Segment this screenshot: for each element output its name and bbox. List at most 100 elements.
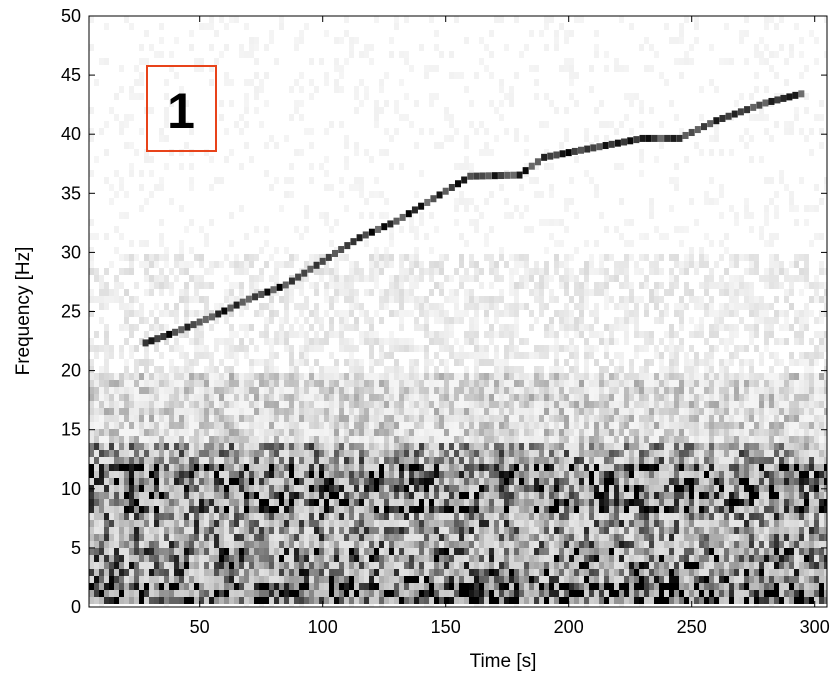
spectrogram-cell bbox=[259, 394, 264, 401]
spectrogram-cell bbox=[454, 492, 459, 499]
spectrogram-cell bbox=[819, 457, 824, 464]
spectrogram-cell bbox=[489, 429, 494, 436]
spectrogram-cell bbox=[174, 275, 179, 282]
spectrogram-cell bbox=[449, 485, 454, 492]
spectrogram-cell bbox=[464, 408, 469, 415]
spectrogram-cell bbox=[329, 268, 334, 275]
spectrogram-cell bbox=[324, 79, 329, 86]
spectrogram-cell bbox=[744, 296, 749, 303]
spectrogram-cell bbox=[434, 331, 439, 338]
spectrogram-cell bbox=[184, 387, 189, 394]
spectrogram-cell bbox=[339, 450, 344, 457]
spectrogram-cell bbox=[614, 261, 619, 268]
spectrogram-cell bbox=[314, 408, 319, 415]
spectrogram-cell bbox=[499, 492, 504, 499]
spectrogram-cell bbox=[144, 429, 149, 436]
spectrogram-cell bbox=[289, 352, 294, 359]
spectrogram-cell bbox=[614, 464, 619, 471]
spectrogram-cell bbox=[289, 450, 294, 457]
spectrogram-cell bbox=[289, 499, 294, 506]
spectrogram-cell bbox=[724, 436, 729, 443]
spectrogram-cell bbox=[144, 156, 149, 163]
spectrogram-cell bbox=[199, 261, 204, 268]
spectrogram-cell bbox=[404, 464, 409, 471]
spectrogram-cell bbox=[634, 380, 639, 387]
spectrogram-cell bbox=[229, 450, 234, 457]
spectrogram-cell bbox=[679, 429, 684, 436]
spectrogram-cell bbox=[459, 443, 464, 450]
spectrogram-cell bbox=[719, 359, 724, 366]
spectrogram-cell bbox=[739, 450, 744, 457]
spectrogram-cell bbox=[689, 429, 694, 436]
spectrogram-cell bbox=[144, 373, 149, 380]
spectrogram-cell bbox=[149, 44, 154, 51]
spectrogram-cell bbox=[614, 303, 619, 310]
spectrogram-cell bbox=[319, 499, 324, 506]
spectrogram-cell bbox=[299, 324, 304, 331]
spectrogram-cell bbox=[689, 394, 694, 401]
spectrogram-cell bbox=[354, 471, 359, 478]
spectrogram-cell bbox=[654, 345, 659, 352]
spectrogram-cell bbox=[314, 310, 319, 317]
spectrogram-cell bbox=[469, 387, 474, 394]
spectrogram-cell bbox=[164, 79, 169, 86]
spectrogram-cell bbox=[439, 380, 444, 387]
spectrogram-cell bbox=[539, 275, 544, 282]
spectrogram-cell bbox=[449, 429, 454, 436]
spectrogram-cell bbox=[389, 240, 394, 247]
spectrogram-cell bbox=[694, 471, 699, 478]
spectrogram-cell bbox=[124, 429, 129, 436]
spectrogram-cell bbox=[779, 464, 784, 471]
spectrogram-cell bbox=[664, 310, 669, 317]
spectrogram-cell bbox=[604, 254, 609, 261]
spectrogram-cell bbox=[229, 282, 234, 289]
spectrogram-cell bbox=[754, 254, 759, 261]
spectrogram-cell bbox=[189, 415, 194, 422]
spectrogram-cell bbox=[569, 324, 574, 331]
spectrogram-cell bbox=[264, 408, 269, 415]
spectrogram-cell bbox=[604, 352, 609, 359]
spectrogram-cell bbox=[249, 359, 254, 366]
spectrogram-cell bbox=[799, 268, 804, 275]
spectrogram-cell bbox=[474, 471, 479, 478]
spectrogram-cell bbox=[249, 51, 254, 58]
spectrogram-cell bbox=[814, 464, 819, 471]
spectrogram-cell bbox=[724, 233, 729, 240]
spectrogram-cell bbox=[379, 289, 384, 296]
spectrogram-cell bbox=[659, 443, 664, 450]
spectrogram-cell bbox=[494, 16, 499, 23]
spectrogram-cell bbox=[399, 79, 404, 86]
spectrogram-cell bbox=[179, 366, 184, 373]
spectrogram-cell bbox=[239, 436, 244, 443]
spectrogram-cell bbox=[599, 457, 604, 464]
spectrogram-cell bbox=[669, 275, 674, 282]
spectrogram-cell bbox=[704, 457, 709, 464]
spectrogram-cell bbox=[694, 16, 699, 23]
spectrogram-cell bbox=[324, 387, 329, 394]
spectrogram-cell bbox=[459, 478, 464, 485]
spectrogram-cell bbox=[719, 240, 724, 247]
spectrogram-cell bbox=[269, 471, 274, 478]
spectrogram-cell bbox=[189, 443, 194, 450]
spectrogram-cell bbox=[809, 415, 814, 422]
spectrogram-cell bbox=[734, 464, 739, 471]
spectrogram-cell bbox=[659, 415, 664, 422]
spectrogram-cell bbox=[269, 415, 274, 422]
spectrogram-cell bbox=[469, 198, 474, 205]
spectrogram-cell bbox=[139, 499, 144, 506]
spectrogram-cell bbox=[734, 492, 739, 499]
spectrogram-cell bbox=[219, 450, 224, 457]
spectrogram-cell bbox=[384, 457, 389, 464]
spectrogram-cell bbox=[159, 128, 164, 135]
spectrogram-cell bbox=[684, 443, 689, 450]
spectrogram-cell bbox=[449, 345, 454, 352]
spectrogram-cell bbox=[144, 415, 149, 422]
spectrogram-cell bbox=[649, 436, 654, 443]
spectrogram-cell bbox=[554, 422, 559, 429]
spectrogram-cell bbox=[424, 457, 429, 464]
spectrogram-cell bbox=[284, 408, 289, 415]
spectrogram-cell bbox=[474, 303, 479, 310]
spectrogram-cell bbox=[639, 464, 644, 471]
spectrogram-cell bbox=[139, 429, 144, 436]
spectrogram-cell bbox=[369, 394, 374, 401]
